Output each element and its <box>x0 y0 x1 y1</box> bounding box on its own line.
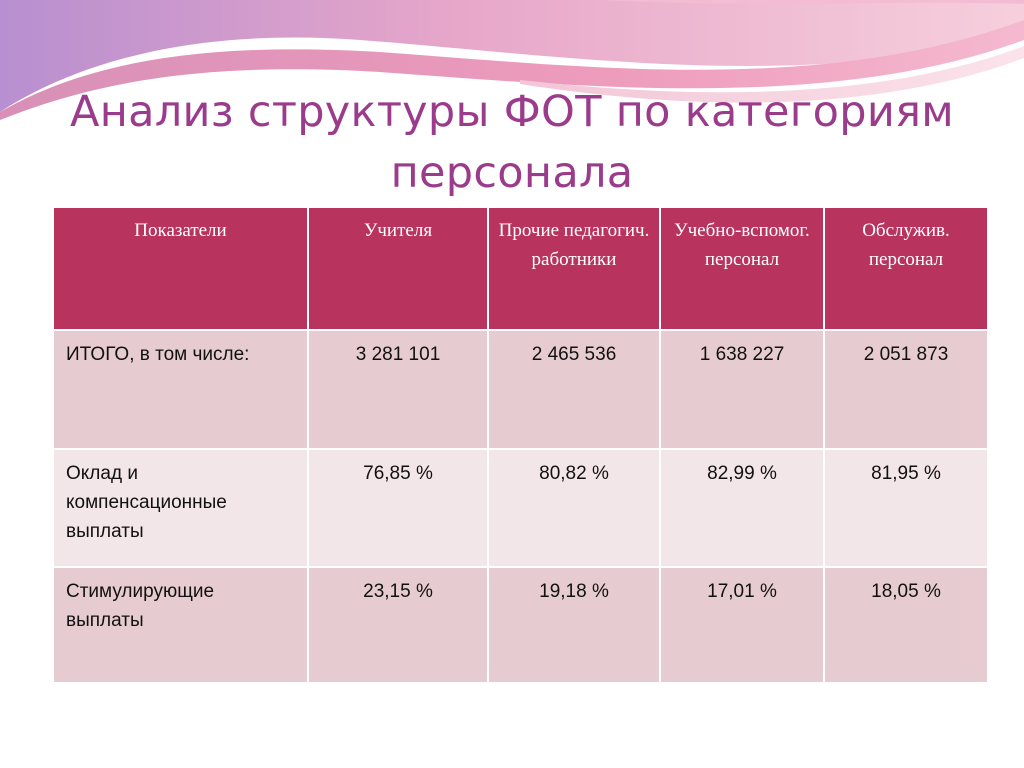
fot-structure-table: Показатели Учителя Прочие педагогич. раб… <box>52 206 989 684</box>
cell-value: 3 281 101 <box>307 329 489 450</box>
header-service-staff: Обслужив. персонал <box>823 206 989 331</box>
cell-value: 2 465 536 <box>487 329 661 450</box>
table-row: Стимулирующие выплаты 23,15 % 19,18 % 17… <box>52 566 989 684</box>
cell-value: 76,85 % <box>307 448 489 568</box>
row-label-salary: Оклад и компенсационные выплаты <box>52 448 309 568</box>
cell-value: 81,95 % <box>823 448 989 568</box>
cell-value: 23,15 % <box>307 566 489 684</box>
row-label-incentive: Стимулирующие выплаты <box>52 566 309 684</box>
table-row: Оклад и компенсационные выплаты 76,85 % … <box>52 448 989 568</box>
table-row: ИТОГО, в том числе: 3 281 101 2 465 536 … <box>52 329 989 450</box>
cell-value: 82,99 % <box>659 448 825 568</box>
header-indicators: Показатели <box>52 206 309 331</box>
cell-value: 18,05 % <box>823 566 989 684</box>
slide-title: Анализ структуры ФОТ по категориям персо… <box>69 87 954 198</box>
decorative-swoosh <box>0 0 1024 120</box>
row-label-total: ИТОГО, в том числе: <box>52 329 309 450</box>
cell-value: 2 051 873 <box>823 329 989 450</box>
cell-value: 1 638 227 <box>659 329 825 450</box>
header-other-pedagogical: Прочие педагогич. работники <box>487 206 661 331</box>
table-header-row: Показатели Учителя Прочие педагогич. раб… <box>52 206 989 331</box>
header-support-staff: Учебно-вспомог. персонал <box>659 206 825 331</box>
cell-value: 80,82 % <box>487 448 661 568</box>
header-teachers: Учителя <box>307 206 489 331</box>
cell-value: 19,18 % <box>487 566 661 684</box>
cell-value: 17,01 % <box>659 566 825 684</box>
